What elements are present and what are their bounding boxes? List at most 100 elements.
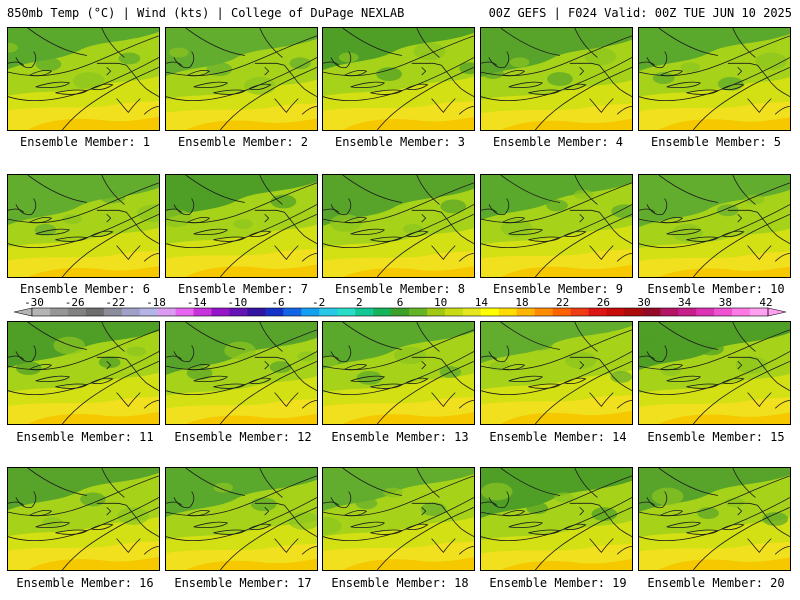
colorbar-swatch bbox=[714, 308, 733, 316]
member-caption: Ensemble Member: 12 bbox=[174, 430, 312, 444]
temperature-patch bbox=[98, 356, 121, 369]
temperature-map bbox=[638, 27, 791, 131]
temperature-colorbar: -30 -26 -22 -18 -14 -10 -6 -2 2 6 10 14 18 22 26 30 34 38… bbox=[0, 296, 800, 322]
colorbar-swatch bbox=[211, 308, 230, 316]
temperature-patch bbox=[137, 204, 159, 223]
map-boundary-line bbox=[106, 213, 112, 223]
map-boundary-line bbox=[686, 529, 719, 535]
map-boundary-line bbox=[574, 28, 598, 58]
map-boundary-line bbox=[431, 392, 456, 407]
map-boundary-line bbox=[534, 360, 632, 424]
map-boundary-line bbox=[481, 355, 498, 360]
map-boundary-line bbox=[15, 345, 37, 363]
colorbar-tick-label: -30 bbox=[24, 296, 44, 309]
map-boundary-line bbox=[481, 501, 498, 506]
member-map-panel bbox=[638, 27, 791, 131]
colorbar-swatch bbox=[85, 308, 105, 316]
map-boundary-line bbox=[563, 83, 587, 90]
temperature-field bbox=[500, 410, 632, 424]
map-boundary-line bbox=[96, 209, 159, 244]
map-boundary-line bbox=[737, 213, 743, 223]
colorbar-swatch bbox=[373, 308, 392, 316]
colorbar-tick-label: 22 bbox=[556, 296, 569, 309]
colorbar-swatch bbox=[103, 308, 123, 316]
temperature-field bbox=[27, 265, 159, 277]
map-boundary-line bbox=[686, 89, 719, 95]
map-boundary-line bbox=[248, 523, 272, 530]
temperature-map bbox=[7, 321, 160, 425]
temperature-field bbox=[481, 175, 632, 221]
map-boundary-line bbox=[721, 83, 745, 90]
member-caption: Ensemble Member: 2 bbox=[177, 135, 309, 149]
temperature-field bbox=[27, 411, 159, 424]
map-boundary-line bbox=[747, 538, 772, 553]
member-caption: Ensemble Member: 6 bbox=[19, 282, 151, 296]
map-boundary-line bbox=[569, 502, 632, 537]
map-boundary-line bbox=[666, 375, 701, 383]
map-boundary-line bbox=[579, 66, 585, 76]
member-caption: Ensemble Member: 16 bbox=[16, 576, 154, 590]
map-boundary-line bbox=[143, 400, 159, 409]
member-map-panel bbox=[322, 174, 475, 278]
map-boundary-line bbox=[458, 400, 474, 409]
map-boundary-line bbox=[143, 106, 159, 115]
temperature-patch bbox=[289, 57, 312, 70]
map-boundary-line bbox=[737, 66, 743, 76]
member-map-panel bbox=[7, 321, 160, 425]
member-caption: Ensemble Member: 14 bbox=[489, 430, 627, 444]
temperature-field bbox=[323, 28, 474, 71]
map-boundary-line bbox=[101, 468, 125, 498]
map-boundary-line bbox=[574, 175, 598, 205]
map-boundary-line bbox=[61, 66, 159, 130]
colorbar-swatch bbox=[732, 308, 751, 316]
map-boundary-line bbox=[350, 81, 385, 89]
colorbar-swatch bbox=[175, 308, 194, 316]
map-boundary-line bbox=[342, 468, 403, 496]
map-boundary-line bbox=[61, 360, 159, 424]
map-boundary-line bbox=[344, 509, 368, 517]
map-boundary-line bbox=[96, 356, 159, 391]
member-map-panel bbox=[165, 174, 318, 278]
colorbar-tick-label: -6 bbox=[271, 296, 284, 309]
temperature-field bbox=[185, 264, 317, 277]
map-boundary-line bbox=[658, 175, 719, 203]
map-boundary-line bbox=[639, 204, 790, 248]
temperature-patch bbox=[62, 214, 83, 225]
member-map-panel bbox=[165, 467, 318, 571]
temperature-patch bbox=[213, 482, 234, 493]
temperature-patch bbox=[338, 52, 359, 63]
map-boundary-line bbox=[666, 81, 701, 89]
map-boundary-line bbox=[15, 491, 37, 509]
temperature-patch bbox=[355, 497, 378, 510]
map-boundary-line bbox=[658, 322, 719, 350]
map-boundary-line bbox=[330, 198, 352, 216]
map-boundary-line bbox=[563, 377, 587, 384]
temperature-patch bbox=[323, 356, 339, 367]
map-boundary-line bbox=[8, 351, 159, 395]
map-boundary-line bbox=[528, 236, 561, 242]
temperature-field bbox=[481, 543, 632, 570]
member-map-panel bbox=[638, 174, 791, 278]
temperature-patch bbox=[53, 336, 85, 355]
map-boundary-line bbox=[528, 383, 561, 389]
colorbar-tick-label: 18 bbox=[515, 296, 528, 309]
map-boundary-line bbox=[660, 509, 684, 517]
map-boundary-line bbox=[254, 209, 317, 244]
member-caption: Ensemble Member: 7 bbox=[177, 282, 309, 296]
temperature-patch bbox=[527, 336, 554, 351]
colorbar-swatch bbox=[408, 308, 428, 316]
map-boundary-line bbox=[431, 538, 456, 553]
map-boundary-line bbox=[116, 538, 141, 553]
colorbar-swatch bbox=[606, 308, 625, 316]
map-boundary-line bbox=[727, 62, 790, 97]
colorbar-swatch bbox=[642, 308, 661, 316]
temperature-patch bbox=[481, 482, 513, 501]
header-title: 850mb Temp (°C) | Wind (kts) | College o… bbox=[7, 6, 405, 20]
temperature-field bbox=[323, 175, 474, 226]
map-boundary-line bbox=[219, 506, 317, 570]
member-caption: Ensemble Member: 5 bbox=[650, 135, 782, 149]
map-boundary-line bbox=[254, 502, 317, 537]
map-boundary-line bbox=[101, 322, 125, 352]
map-boundary-line bbox=[90, 377, 114, 384]
temperature-map bbox=[322, 321, 475, 425]
